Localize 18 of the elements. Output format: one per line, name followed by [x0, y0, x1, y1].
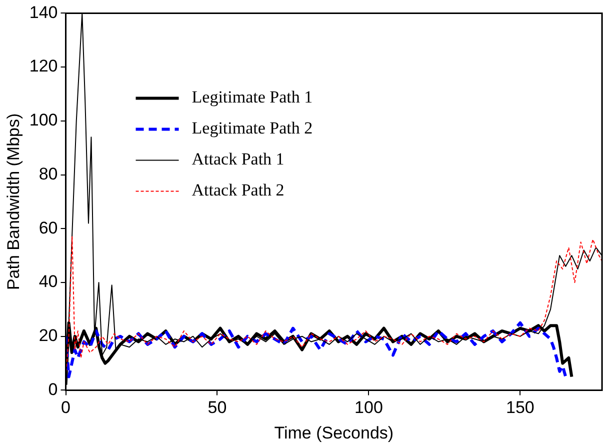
- y-tick-label: 80: [38, 164, 58, 184]
- y-tick-label: 100: [29, 110, 58, 130]
- legend-label: Attack Path 1: [192, 150, 284, 169]
- y-tick-label: 120: [29, 56, 58, 76]
- y-tick-label: 60: [38, 218, 58, 238]
- legend-label: Legitimate Path 1: [192, 88, 313, 107]
- x-tick-label: 0: [61, 398, 70, 418]
- legend-label: Legitimate Path 2: [192, 118, 313, 138]
- legend-label: Attack Path 2: [192, 180, 284, 200]
- y-tick-label: 40: [38, 272, 58, 292]
- y-tick-label: 0: [48, 380, 58, 399]
- y-tick-label: 20: [38, 326, 58, 346]
- x-tick-label: 150: [506, 398, 534, 418]
- x-tick-label: 50: [208, 398, 227, 418]
- y-axis-title: Path Bandwidth (Mbps): [4, 113, 23, 290]
- x-tick-label: 100: [354, 398, 383, 418]
- x-axis-title: Time (Seconds): [274, 423, 394, 442]
- y-tick-label: 140: [29, 2, 58, 22]
